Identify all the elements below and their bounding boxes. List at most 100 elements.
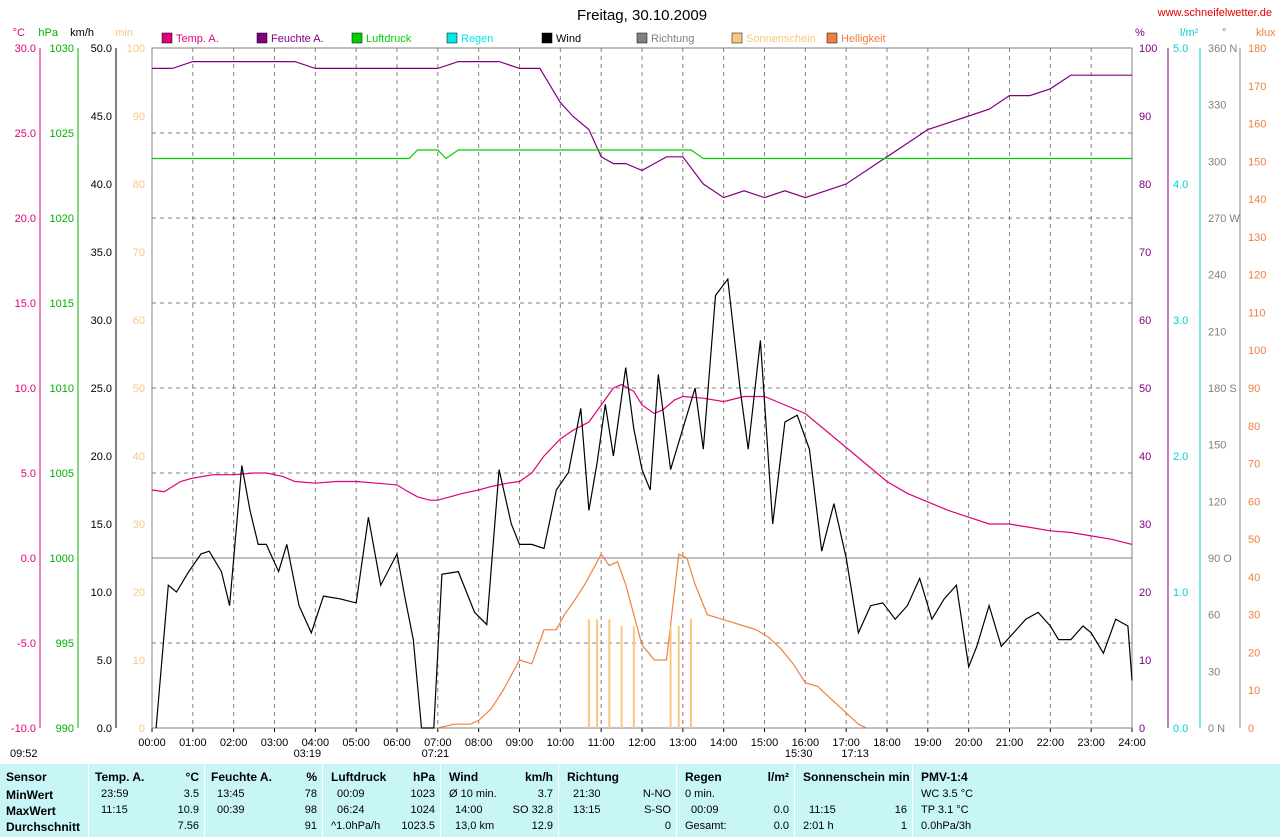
sun-axis-tick-label: 30 <box>133 519 145 531</box>
rain-axis-tick-label: 3.0 <box>1173 315 1188 327</box>
pressure-axis-tick-label: 1005 <box>50 468 74 480</box>
humidity-axis-tick-label: 60 <box>1139 315 1151 327</box>
time-tick-label: 12:00 <box>628 737 656 749</box>
lux-axis-tick-label: 20 <box>1248 647 1260 659</box>
time-tick-label: 21:00 <box>996 737 1024 749</box>
time-tick-label: 03:00 <box>261 737 289 749</box>
wind-axis-tick-label: 0.0 <box>97 723 112 735</box>
humidity-axis-tick-label: 10 <box>1139 655 1151 667</box>
lux-axis-unit: klux <box>1256 27 1276 39</box>
wind-axis-tick-label: 20.0 <box>91 451 112 463</box>
stats-col-pressure: Luftdruck hPa 00:09 1023 06:24 1024 ^1.0… <box>322 764 441 837</box>
time-tick-label: 14:00 <box>710 737 738 749</box>
sunset-time-label: 17:13 <box>841 748 869 760</box>
chart-title: Freitag, 30.10.2009 <box>577 7 707 24</box>
lux-axis-tick-label: 130 <box>1248 232 1266 244</box>
site-link[interactable]: www.schneifelwetter.de <box>1157 7 1272 19</box>
sun-axis-unit: min <box>115 27 133 39</box>
time-tick-label: 11:00 <box>588 737 615 749</box>
humidity-axis-tick-label: 0 <box>1139 723 1145 735</box>
series-line-helligkeit <box>437 553 867 729</box>
humidity-axis-tick-label: 40 <box>1139 451 1151 463</box>
legend-label: Sonnenschein <box>746 33 816 45</box>
legend-swatch <box>826 32 838 44</box>
lux-axis-tick-label: 30 <box>1248 610 1260 622</box>
time-tick-label: 01:00 <box>179 737 207 749</box>
pressure-axis-unit: hPa <box>38 27 58 39</box>
wind-axis-tick-label: 30.0 <box>91 315 112 327</box>
direction-axis-tick-label: 120 <box>1208 496 1226 508</box>
time-tick-label: 15:00 <box>751 737 779 749</box>
time-tick-label: 23:00 <box>1077 737 1105 749</box>
lux-axis-tick-label: 110 <box>1248 307 1266 319</box>
time-tick-label: 16:00 <box>792 737 820 749</box>
stats-col-pmv: PMV-1:4 WC 3.5 °C TP 3.1 °C 0.0hPa/3h <box>912 764 1280 837</box>
wind-axis-tick-label: 40.0 <box>91 179 112 191</box>
stats-press-max-time: 06:24 <box>337 804 365 816</box>
legend-label: Temp. A. <box>176 33 219 45</box>
statistics-table: Sensor MinWert MaxWert Durchschnitt Temp… <box>0 764 1280 837</box>
legend-label: Luftdruck <box>366 33 412 45</box>
stats-header-sensor: Sensor <box>6 770 47 784</box>
legend-label: Feuchte A. <box>271 33 324 45</box>
stats-press-min-value: 1023 <box>410 788 435 800</box>
sun-axis-tick-label: 100 <box>127 43 145 55</box>
legend-label: Wind <box>556 33 581 45</box>
stats-header-rain: Regen <box>685 770 722 784</box>
pressure-axis-tick-label: 1000 <box>50 553 74 565</box>
temp-axis-tick-label: 0.0 <box>21 553 36 565</box>
legend-swatch <box>731 32 743 44</box>
stats-sun-total: 2:01 h <box>803 820 834 832</box>
temp-axis-tick-label: 10.0 <box>15 383 36 395</box>
time-tick-label: 02:00 <box>220 737 248 749</box>
direction-axis-tick-label: 240 <box>1208 270 1226 282</box>
time-tick-label: 19:00 <box>914 737 942 749</box>
direction-axis-tick-label: 60 <box>1208 610 1220 622</box>
sun-axis-tick-label: 90 <box>133 111 145 123</box>
pressure-axis-tick-label: 1015 <box>50 298 74 310</box>
stats-press-trend: ^1.0hPa/h <box>331 820 381 832</box>
stats-label-max: MaxWert <box>6 804 56 818</box>
stats-press-avg-value: 1023.5 <box>401 820 435 832</box>
series-line-temp-a <box>151 383 1133 545</box>
rain-axis-tick-label: 4.0 <box>1173 179 1188 191</box>
stats-header-sunshine: Sonnenschein min <box>803 770 910 784</box>
grid <box>151 47 1133 729</box>
stats-wind-min-time: Ø 10 min. <box>449 788 497 800</box>
sun-axis-tick-label: 80 <box>133 179 145 191</box>
sun-axis-tick-label: 50 <box>133 383 145 395</box>
stats-temp-min-value: 3.5 <box>183 788 199 800</box>
temp-axis-tick-label: -10.0 <box>11 723 36 735</box>
lux-axis-tick-label: 120 <box>1248 270 1266 282</box>
stats-temp-max-value: 10.9 <box>177 804 199 816</box>
time-tick-label: 06:00 <box>383 737 411 749</box>
sun-axis-tick-label: 10 <box>133 655 145 667</box>
sun-axis-tick-label: 60 <box>133 315 145 327</box>
wind-axis-tick-label: 50.0 <box>91 43 112 55</box>
stats-press-min-time: 00:09 <box>337 788 365 800</box>
left-time-label: 09:52 <box>10 748 38 760</box>
time-tick-label: 18:00 <box>873 737 901 749</box>
wind-axis-tick-label: 10.0 <box>91 587 112 599</box>
stats-col-rain: Regen l/m² 0 min. 00:09 0.0 Gesamt: 0.0 <box>676 764 795 837</box>
stats-sun-max-value: 16 <box>894 804 907 816</box>
lux-axis-tick-label: 70 <box>1248 459 1260 471</box>
legend: Temp. A. Feuchte A. Luftdruck Regen Wind Rich… <box>161 32 886 45</box>
temp-axis-tick-label: 15.0 <box>15 298 36 310</box>
direction-axis-tick-label: 360 N <box>1208 43 1237 55</box>
direction-axis-tick-label: 90 O <box>1208 553 1232 565</box>
lux-axis-tick-label: 0 <box>1248 723 1254 735</box>
humidity-axis-tick-label: 80 <box>1139 179 1151 191</box>
temp-axis-tick-label: -5.0 <box>17 638 36 650</box>
temp-axis-tick-label: 20.0 <box>15 213 36 225</box>
lux-axis-tick-label: 180 <box>1248 43 1266 55</box>
stats-pmv-windchill: WC 3.5 °C <box>921 788 974 800</box>
rain-axis-unit: l/m² <box>1180 27 1199 39</box>
lux-axis-tick-label: 170 <box>1248 81 1266 93</box>
series <box>151 60 1133 729</box>
humidity-axis-unit: % <box>1135 27 1145 39</box>
stats-rain-max-time: 00:09 <box>691 804 719 816</box>
time-tick-label: 10:00 <box>547 737 575 749</box>
stats-press-max-value: 1024 <box>410 804 435 816</box>
series-line-wind <box>155 277 1133 729</box>
